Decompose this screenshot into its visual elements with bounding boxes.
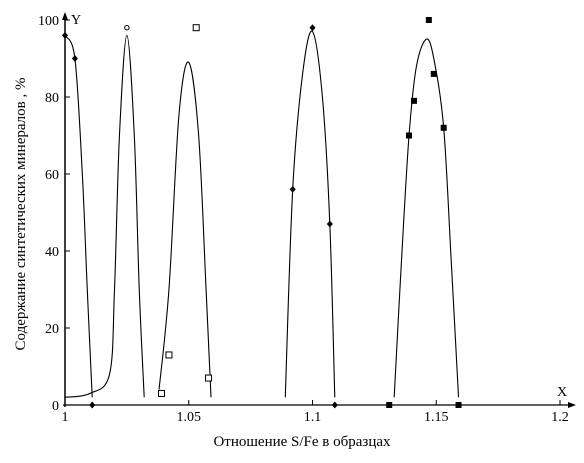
y-tick-label: 20 — [45, 322, 59, 337]
data-point-square-filled — [386, 402, 393, 408]
data-point-diamond — [62, 31, 68, 39]
x-tick-label: 1.05 — [177, 410, 202, 425]
data-point-diamond — [289, 185, 296, 193]
data-point-diamond — [331, 401, 338, 409]
data-point-square-open — [192, 24, 200, 32]
data-point-diamond — [71, 55, 78, 62]
data-point-square-filled — [425, 17, 432, 23]
series-curve — [158, 61, 212, 398]
y-tick-label: 60 — [45, 168, 59, 183]
y-axis-title: Содержание синтетических минералов , % — [13, 78, 29, 351]
data-point-square-filled — [455, 402, 462, 408]
data-point-circle — [124, 25, 130, 31]
x-tick-label: 1 — [62, 410, 69, 425]
y-axis-letter: Y — [71, 13, 81, 28]
series-curve — [64, 34, 145, 398]
x-axis-letter: X — [557, 385, 567, 400]
y-tick-label: 80 — [45, 91, 59, 106]
series-curve — [64, 35, 93, 398]
data-point-square-filled — [406, 132, 413, 139]
data-point-diamond — [89, 401, 96, 409]
y-tick-label: 0 — [52, 399, 59, 414]
data-point-square-filled — [430, 70, 437, 77]
x-tick-label: 1.1 — [304, 410, 322, 425]
y-tick-label: 100 — [38, 14, 59, 29]
axes — [62, 12, 576, 408]
data-point-diamond — [326, 220, 333, 228]
x-axis-title: Отношение S/Fe в образцах — [213, 434, 391, 450]
tick-labels: 0 20 40 60 80 100 1 1.05 1.1 1.15 1.2 — [38, 14, 569, 425]
data-point-square-filled — [440, 124, 447, 131]
y-tick-label: 40 — [45, 245, 59, 260]
data-points — [62, 17, 462, 409]
data-point-square-open — [165, 351, 173, 359]
series-curve — [393, 38, 460, 398]
fitted-curves — [64, 30, 460, 398]
series-curve — [284, 30, 336, 398]
x-tick-label: 1.15 — [424, 410, 449, 425]
x-axis-arrow — [568, 402, 576, 408]
data-point-square-open — [205, 374, 213, 382]
x-tick-label: 1.2 — [551, 410, 569, 425]
data-point-square-open — [158, 389, 166, 397]
y-axis-arrow — [62, 12, 68, 20]
data-point-square-filled — [410, 97, 417, 104]
data-point-diamond — [309, 24, 316, 32]
